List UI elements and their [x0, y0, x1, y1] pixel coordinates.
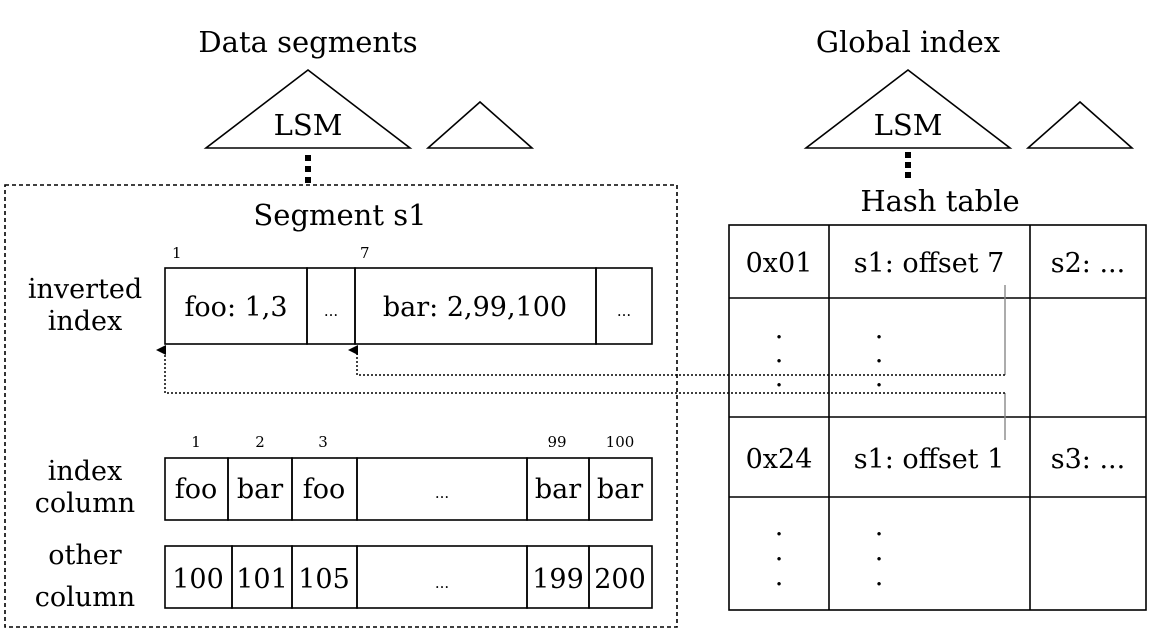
inverted-offset-1: 1 [172, 244, 182, 262]
inverted-cell-bar: bar: 2,99,100 [383, 292, 567, 323]
segment-title: Segment s1 [253, 198, 426, 232]
inverted-cell-ellipsis-1: ... [324, 302, 338, 320]
svg-text:.: . [875, 561, 884, 592]
inverted-label-line2: index [48, 306, 123, 337]
other-cell-100: 200 [594, 564, 646, 595]
lsm-label-right: LSM [874, 108, 943, 142]
svg-text:.: . [875, 362, 884, 393]
other-cell-2: 101 [236, 564, 288, 595]
svg-text:.: . [775, 362, 784, 393]
hash-key-0x01: 0x01 [746, 248, 813, 279]
pointer-offset-7-arrow [357, 350, 1005, 375]
index-offset-3: 3 [318, 433, 328, 451]
other-column-label-line2: column [35, 582, 135, 613]
hash-table-grid [729, 225, 1146, 610]
small-triangle-right [1028, 102, 1132, 148]
hash-entry-s1-offset-1: s1: offset 1 [854, 444, 1005, 475]
index-offset-1: 1 [191, 433, 201, 451]
global-index-title: Global index [816, 25, 1000, 59]
inverted-label-line1: inverted [28, 274, 142, 305]
inverted-cell-foo: foo: 1,3 [184, 292, 287, 323]
index-offset-2: 2 [255, 433, 265, 451]
index-offset-100: 100 [606, 433, 635, 451]
other-cell-1: 100 [172, 564, 224, 595]
index-cell-ellipsis: ... [435, 484, 449, 502]
other-cell-99: 199 [532, 564, 584, 595]
index-cell-1: foo [175, 474, 218, 505]
index-offset-99: 99 [547, 433, 566, 451]
vertical-ellipsis-left [305, 155, 311, 183]
index-cell-100: bar [597, 474, 643, 505]
other-cell-ellipsis: ... [435, 574, 449, 592]
index-cell-3: foo [303, 474, 346, 505]
index-column-label-line2: column [35, 488, 135, 519]
small-triangle-left [428, 102, 532, 148]
other-column-label-line1: other [48, 540, 121, 571]
inverted-offset-7: 7 [360, 244, 370, 262]
index-cell-99: bar [535, 474, 581, 505]
lsm-label-left: LSM [274, 108, 343, 142]
index-column-label-line1: index [48, 456, 123, 487]
vertical-ellipsis-right [905, 152, 911, 178]
hash-key-0x24: 0x24 [746, 444, 813, 475]
data-segments-title: Data segments [198, 25, 417, 59]
other-cell-3: 105 [298, 564, 350, 595]
inverted-cell-ellipsis-2: ... [617, 302, 631, 320]
svg-text:.: . [775, 561, 784, 592]
hash-entry-s1-offset-7: s1: offset 7 [854, 248, 1005, 279]
hash-next-s3: s3: ... [1051, 444, 1125, 475]
hash-table-title: Hash table [860, 184, 1019, 218]
hash-next-s2: s2: ... [1051, 248, 1125, 279]
index-cell-2: bar [237, 474, 283, 505]
